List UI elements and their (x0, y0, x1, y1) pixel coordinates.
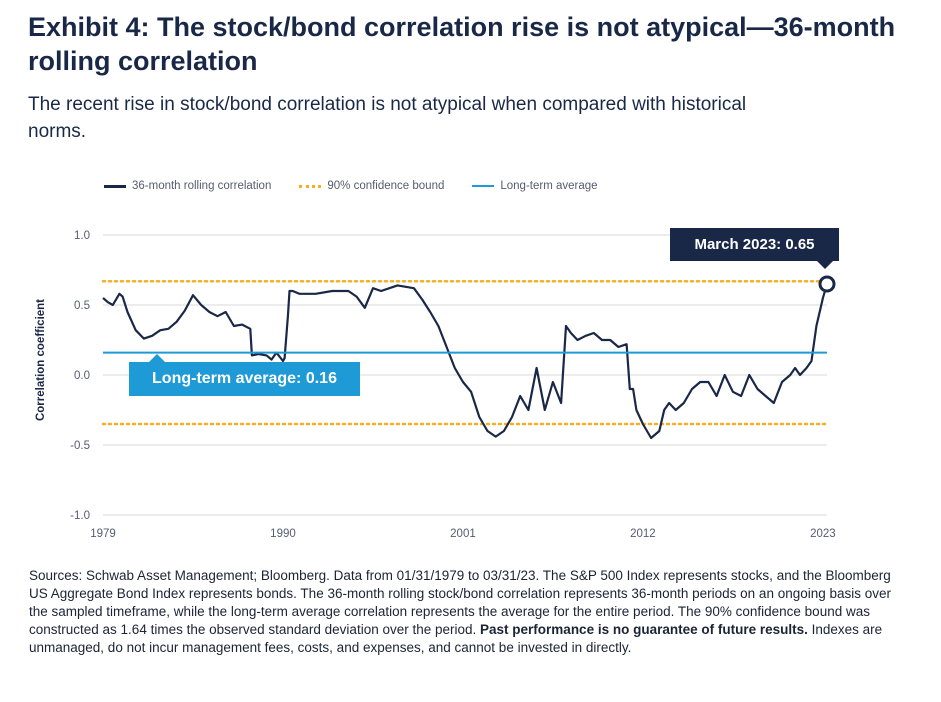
legend-label: 36-month rolling correlation (132, 180, 272, 192)
legend-swatch-line (104, 184, 126, 188)
chart-title: Exhibit 4: The stock/bond correlation ri… (28, 12, 896, 76)
x-tick-label: 2023 (810, 528, 836, 540)
y-tick-label: 0.0 (74, 370, 90, 382)
x-tick-label: 2001 (450, 528, 476, 540)
series-line-rolling-correlation (102, 283, 829, 440)
chart-subtitle: The recent rise in stock/bond correlatio… (28, 94, 747, 142)
y-tick-label: -1.0 (70, 510, 90, 522)
legend-item-confidence-bound: 90% confidence bound (299, 180, 444, 192)
legend-label: 90% confidence bound (327, 180, 445, 192)
latest-value-callout: March 2023: 0.65 (670, 228, 839, 269)
legend-label: Long-term average (500, 180, 598, 192)
average-callout: Long-term average: 0.16 (129, 354, 360, 396)
y-tick-label: 0.5 (74, 300, 90, 312)
y-axis-label: Correlation coefficient (35, 299, 47, 421)
y-tick-label: -0.5 (70, 440, 90, 452)
footnote-text-end: Indexes are unmanaged, do not incur mana… (29, 622, 883, 655)
x-tick-label: 1979 (90, 528, 116, 540)
legend: 36-month rolling correlation 90% confide… (104, 180, 626, 192)
legend-item-long-term-average: Long-term average (472, 180, 598, 192)
footnote-disclaimer: Past performance is no guarantee of futu… (480, 622, 808, 637)
footnote: Sources: Schwab Asset Management; Bloomb… (29, 567, 909, 657)
legend-swatch-dotted (299, 184, 322, 188)
latest-point-marker (818, 275, 836, 293)
footnote-text: Sources: Schwab Asset Management; Bloomb… (29, 568, 892, 637)
legend-swatch-average (472, 185, 495, 187)
y-tick-label: 1.0 (74, 230, 90, 242)
x-tick-label: 1990 (270, 528, 296, 540)
x-tick-label: 2012 (630, 528, 656, 540)
legend-item-rolling-correlation: 36-month rolling correlation (104, 180, 271, 192)
